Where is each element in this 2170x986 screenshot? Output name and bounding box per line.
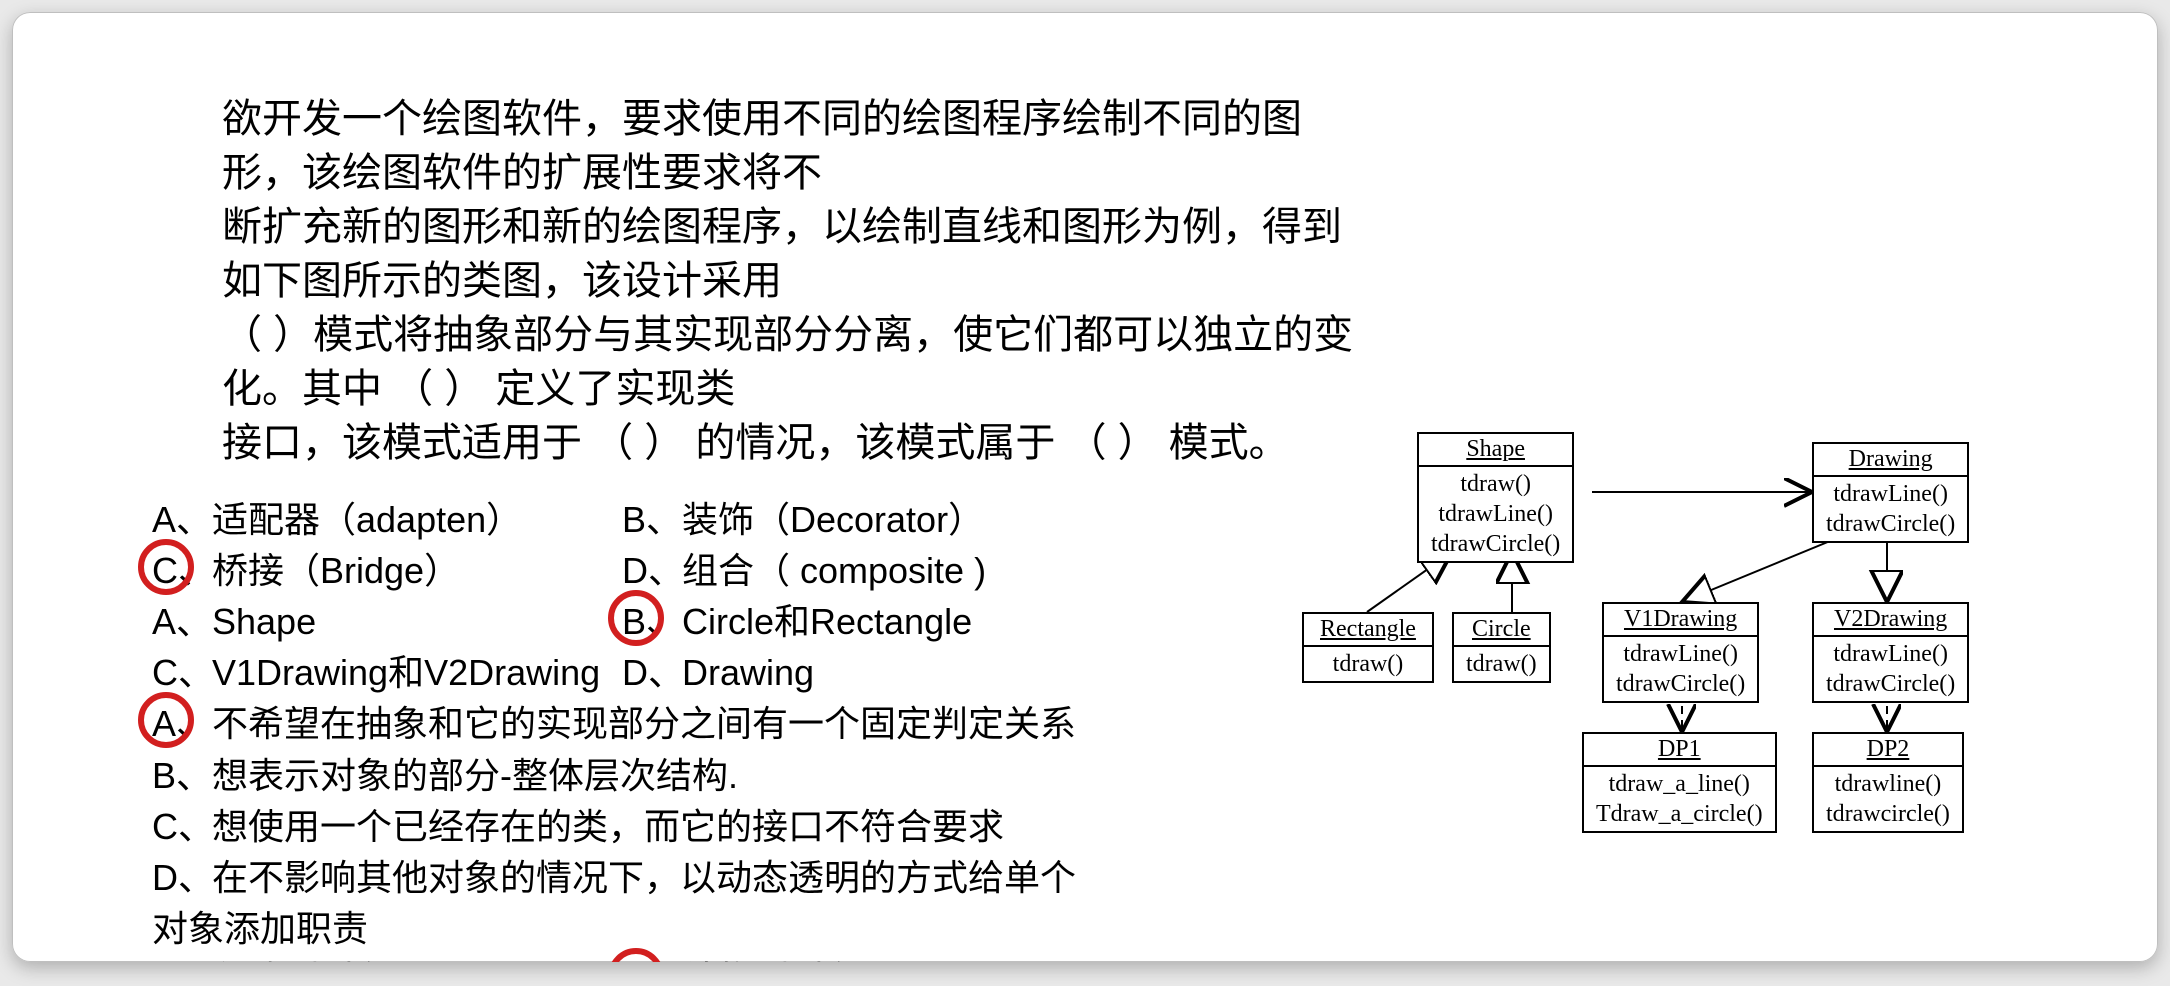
uml-class-title: V1Drawing bbox=[1604, 604, 1757, 637]
option-letter: A、 bbox=[152, 698, 212, 749]
option-text: Circle和Rectangle bbox=[682, 596, 1092, 647]
option: D、组合（ composite ) bbox=[622, 545, 1092, 596]
uml-class-dp1: DP1tdraw_a_line()Tdraw_a_circle() bbox=[1582, 732, 1777, 833]
uml-class-drawing: DrawingtdrawLine()tdrawCircle() bbox=[1812, 442, 1969, 543]
uml-class-title: DP1 bbox=[1584, 734, 1775, 767]
option-row: A、创建型对象B、结构型对象 bbox=[152, 954, 2012, 962]
option-letter: D、 bbox=[152, 852, 212, 903]
option-letter: B、 bbox=[152, 750, 212, 801]
uml-class-circle: Circletdraw() bbox=[1452, 612, 1551, 683]
uml-class-title: Drawing bbox=[1814, 444, 1967, 477]
question-text: 欲开发一个绘图软件，要求使用不同的绘图程序绘制不同的图形，该绘图软件的扩展性要求… bbox=[222, 92, 1372, 470]
uml-class-v1drawing: V1DrawingtdrawLine()tdrawCircle() bbox=[1602, 602, 1759, 703]
uml-class-body: tdraw() bbox=[1304, 647, 1432, 681]
option-letter: D、 bbox=[622, 647, 682, 698]
uml-class-body: tdraw() bbox=[1454, 647, 1549, 681]
option-text: 桥接（Bridge） bbox=[212, 545, 622, 596]
uml-class-body: tdrawLine()tdrawCircle() bbox=[1604, 637, 1757, 701]
uml-class-v2drawing: V2DrawingtdrawLine()tdrawCircle() bbox=[1812, 602, 1969, 703]
question-line: 接口，该模式适用于 （ ） 的情况，该模式属于 （ ） 模式。 bbox=[222, 416, 1372, 470]
uml-class-body: tdrawLine()tdrawCircle() bbox=[1814, 477, 1967, 541]
option-text: 创建型对象 bbox=[212, 954, 622, 962]
option-letter: D、 bbox=[622, 545, 682, 596]
uml-class-rectangle: Rectangletdraw() bbox=[1302, 612, 1434, 683]
uml-diagram: Shapetdraw()tdrawLine()tdrawCircle()Draw… bbox=[1292, 432, 2158, 912]
option-letter: C、 bbox=[152, 545, 212, 596]
option-letter: B、 bbox=[622, 494, 682, 545]
uml-class-title: Shape bbox=[1419, 434, 1572, 467]
slide-card: 欲开发一个绘图软件，要求使用不同的绘图程序绘制不同的图形，该绘图软件的扩展性要求… bbox=[12, 12, 2158, 962]
option: B、Circle和Rectangle bbox=[622, 596, 1092, 647]
option: D、Drawing bbox=[622, 647, 1092, 698]
option: C、桥接（Bridge） bbox=[152, 545, 622, 596]
option-letter: B、 bbox=[622, 954, 682, 962]
option: A、创建型对象 bbox=[152, 954, 622, 962]
option-text: Shape bbox=[212, 596, 622, 647]
option-text: 装饰（Decorator） bbox=[682, 494, 1092, 545]
option-text: 组合（ composite ) bbox=[682, 545, 1092, 596]
option: A、Shape bbox=[152, 596, 622, 647]
uml-class-title: DP2 bbox=[1814, 734, 1962, 767]
option: A、适配器（adapten） bbox=[152, 494, 622, 545]
question-line: 欲开发一个绘图软件，要求使用不同的绘图程序绘制不同的图形，该绘图软件的扩展性要求… bbox=[222, 92, 1372, 200]
uml-class-body: tdrawLine()tdrawCircle() bbox=[1814, 637, 1967, 701]
uml-class-shape: Shapetdraw()tdrawLine()tdrawCircle() bbox=[1417, 432, 1574, 563]
option-text: V1Drawing和V2Drawing bbox=[212, 647, 622, 698]
uml-class-body: tdrawline()tdrawcircle() bbox=[1814, 767, 1962, 831]
option-text: 适配器（adapten） bbox=[212, 494, 622, 545]
option: B、装饰（Decorator） bbox=[622, 494, 1092, 545]
uml-class-body: tdraw()tdrawLine()tdrawCircle() bbox=[1419, 467, 1572, 561]
uml-class-title: V2Drawing bbox=[1814, 604, 1967, 637]
uml-class-title: Rectangle bbox=[1304, 614, 1432, 647]
content-area: 欲开发一个绘图软件，要求使用不同的绘图程序绘制不同的图形，该绘图软件的扩展性要求… bbox=[152, 92, 2012, 962]
option-letter: C、 bbox=[152, 801, 212, 852]
uml-class-body: tdraw_a_line()Tdraw_a_circle() bbox=[1584, 767, 1775, 831]
question-line: 断扩充新的图形和新的绘图程序，以绘制直线和图形为例，得到如下图所示的类图，该设计… bbox=[222, 200, 1372, 308]
option: B、结构型对象 bbox=[622, 954, 1092, 962]
option-letter: B、 bbox=[622, 596, 682, 647]
option-letter: A、 bbox=[152, 954, 212, 962]
question-line: （ ）模式将抽象部分与其实现部分分离，使它们都可以独立的变化。其中 （ ） 定义… bbox=[222, 308, 1372, 416]
option-letter: A、 bbox=[152, 596, 212, 647]
option-letter: C、 bbox=[152, 647, 212, 698]
option-text: 结构型对象 bbox=[682, 954, 1092, 962]
option-letter: A、 bbox=[152, 494, 212, 545]
option: C、V1Drawing和V2Drawing bbox=[152, 647, 622, 698]
option-text: Drawing bbox=[682, 647, 1092, 698]
answer-circle-icon bbox=[138, 692, 194, 748]
answer-circle-icon bbox=[138, 539, 194, 595]
uml-class-dp2: DP2tdrawline()tdrawcircle() bbox=[1812, 732, 1964, 833]
uml-class-title: Circle bbox=[1454, 614, 1549, 647]
